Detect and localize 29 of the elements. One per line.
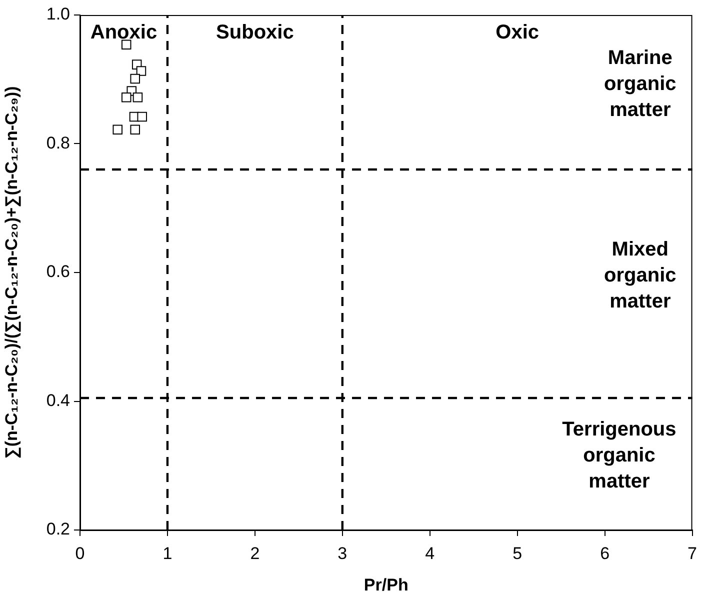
annotation: Suboxic [216, 22, 294, 44]
x-tick-label: 5 [512, 544, 522, 563]
point [132, 92, 143, 102]
point [136, 66, 146, 76]
y-tick-label: 1.0 [46, 4, 70, 24]
x-tick-label: 2 [250, 544, 260, 563]
y-tick-label: 0.2 [46, 520, 70, 539]
point [130, 124, 140, 134]
y-tick-label: 0.6 [46, 262, 70, 282]
y-axis-title: ∑(n-C₁₂-n-C₂₀)/(∑(n-C₁₂-n-C₂₀)+∑(n-C₁₂-n-C₂₉)) [2, 86, 21, 459]
x-tick-label: 7 [688, 544, 698, 563]
x-axis-title: Pr/Ph [364, 575, 408, 594]
point [130, 74, 140, 84]
y-tick-label: 0.8 [46, 133, 70, 152]
point [121, 40, 132, 50]
x-tick-label: 4 [425, 544, 435, 563]
annotation: Oxic [496, 22, 540, 44]
point [112, 124, 122, 134]
x-tick-label: 3 [338, 544, 348, 563]
point [121, 92, 132, 102]
point [137, 112, 147, 122]
annotation: Mixed organic matter [604, 238, 676, 312]
x-tick-label: 1 [162, 544, 172, 563]
x-tick-label: 0 [75, 544, 85, 563]
y-tick-label: 0.4 [46, 390, 70, 410]
x-tick-label: 6 [600, 544, 610, 563]
annotation: Terrigenous organic matter [562, 418, 676, 493]
annotation: Anoxic [90, 22, 158, 44]
annotation: Marine organic matter [604, 46, 676, 121]
